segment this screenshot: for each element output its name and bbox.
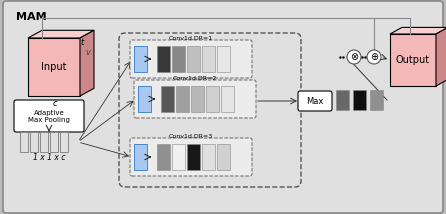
FancyBboxPatch shape (130, 40, 252, 78)
FancyBboxPatch shape (336, 90, 349, 110)
Polygon shape (28, 38, 80, 96)
Text: Max: Max (306, 97, 324, 106)
Text: Input: Input (41, 62, 67, 72)
FancyBboxPatch shape (202, 46, 215, 72)
FancyBboxPatch shape (187, 46, 200, 72)
Circle shape (347, 50, 361, 64)
Text: MAM: MAM (16, 12, 47, 22)
FancyBboxPatch shape (191, 86, 204, 112)
Polygon shape (436, 27, 446, 86)
FancyBboxPatch shape (298, 91, 332, 111)
Text: Conv1d,DR=2: Conv1d,DR=2 (173, 76, 217, 81)
FancyBboxPatch shape (3, 1, 443, 213)
FancyBboxPatch shape (134, 144, 147, 170)
Text: ⊕: ⊕ (370, 52, 378, 62)
FancyBboxPatch shape (134, 80, 256, 118)
Text: Output: Output (396, 55, 430, 65)
FancyBboxPatch shape (353, 90, 366, 110)
FancyBboxPatch shape (138, 86, 151, 112)
FancyBboxPatch shape (370, 90, 383, 110)
FancyBboxPatch shape (130, 138, 252, 176)
Text: Conv1d,DR=1: Conv1d,DR=1 (169, 36, 213, 41)
Polygon shape (80, 30, 94, 96)
Text: t: t (80, 37, 84, 46)
FancyBboxPatch shape (176, 86, 189, 112)
FancyBboxPatch shape (221, 86, 234, 112)
Text: ⊗: ⊗ (350, 52, 358, 62)
Text: v: v (86, 48, 91, 56)
FancyBboxPatch shape (217, 46, 230, 72)
FancyBboxPatch shape (157, 46, 170, 72)
FancyBboxPatch shape (157, 144, 170, 170)
Text: 1 x 1 x c: 1 x 1 x c (33, 153, 65, 162)
Text: Conv1d,DR=3: Conv1d,DR=3 (169, 134, 213, 139)
Polygon shape (390, 34, 436, 86)
FancyBboxPatch shape (172, 46, 185, 72)
Polygon shape (28, 30, 94, 38)
FancyBboxPatch shape (134, 46, 147, 72)
Text: Adaptive
Max Pooling: Adaptive Max Pooling (28, 110, 70, 122)
Polygon shape (390, 27, 446, 34)
FancyBboxPatch shape (206, 86, 219, 112)
FancyBboxPatch shape (187, 144, 200, 170)
FancyBboxPatch shape (172, 144, 185, 170)
FancyBboxPatch shape (161, 86, 174, 112)
Text: c: c (53, 98, 58, 107)
FancyBboxPatch shape (217, 144, 230, 170)
Circle shape (367, 50, 381, 64)
FancyBboxPatch shape (202, 144, 215, 170)
FancyBboxPatch shape (14, 100, 84, 132)
